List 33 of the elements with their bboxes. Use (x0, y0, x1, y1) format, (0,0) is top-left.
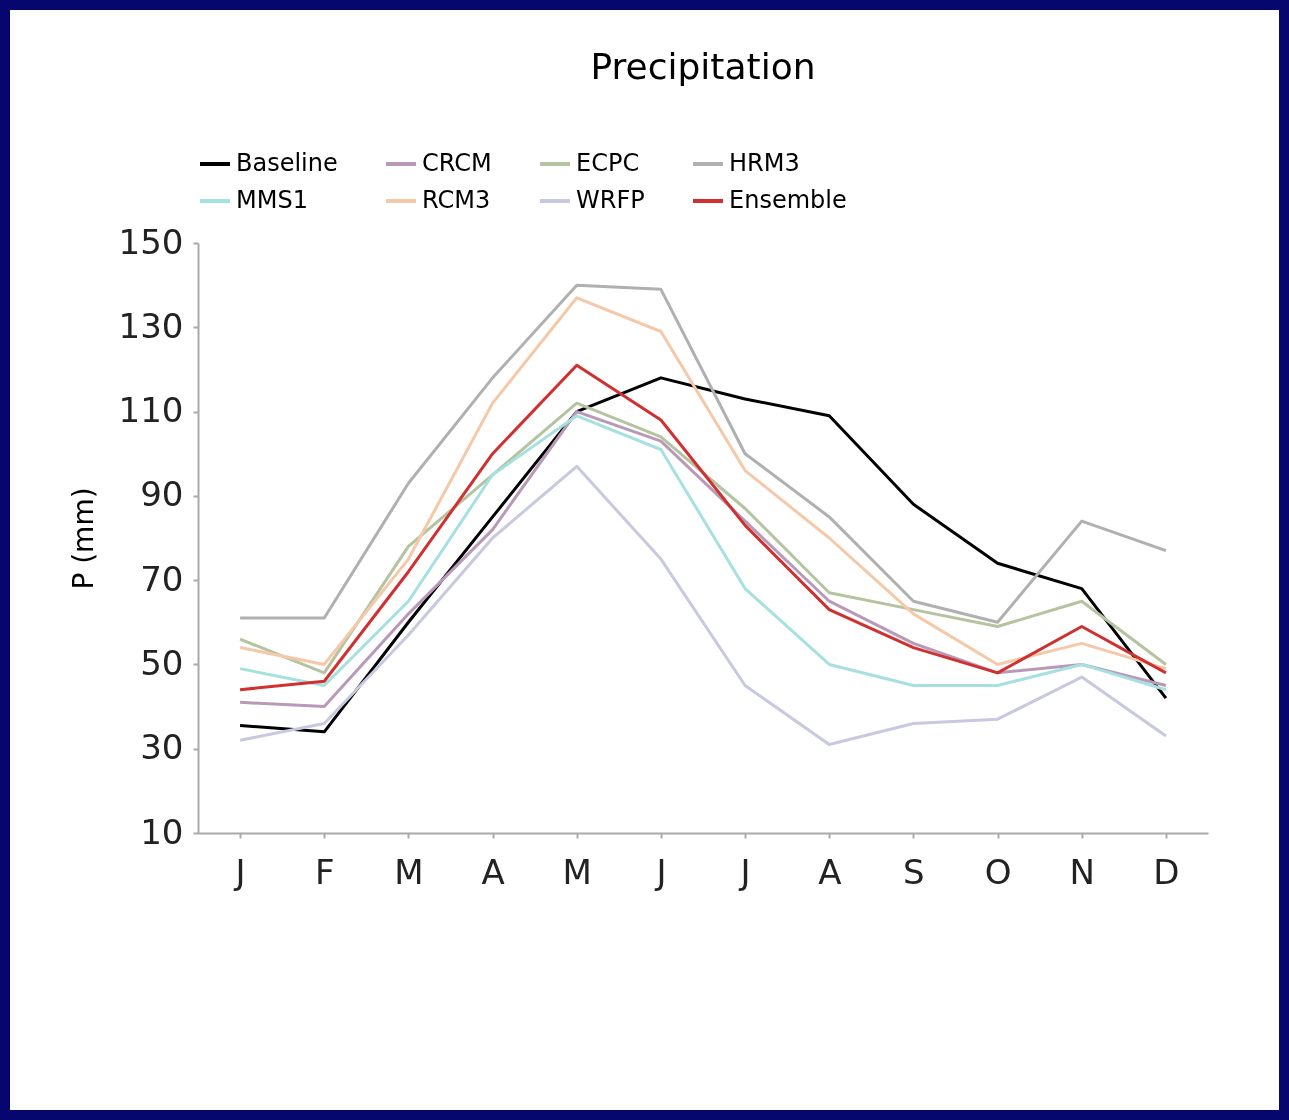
x-tick-label: M (394, 851, 424, 892)
y-tick-label: 10 (140, 811, 184, 852)
x-tick-label: A (818, 851, 842, 892)
y-tick-label: 110 (118, 390, 184, 431)
legend-label: ECPC (576, 149, 640, 177)
legend-label: WRFP (576, 186, 645, 214)
x-tick-label: N (1069, 851, 1095, 892)
x-tick-label: J (738, 851, 751, 892)
chart-title: Precipitation (590, 46, 816, 87)
legend-label: HRM3 (729, 149, 800, 177)
y-tick-label: 50 (140, 642, 184, 683)
x-tick-label: O (984, 851, 1012, 892)
x-tick-label: M (562, 851, 592, 892)
legend-label: RCM3 (422, 186, 491, 214)
y-tick-label: 90 (140, 474, 184, 515)
x-tick-label: J (233, 851, 246, 892)
y-tick-label: 30 (140, 727, 184, 768)
legend-label: Ensemble (729, 186, 847, 214)
y-tick-label: 70 (140, 558, 184, 599)
y-tick-label: 150 (118, 221, 184, 262)
legend-label: MMS1 (236, 186, 308, 214)
y-axis-title: P (mm) (66, 487, 100, 590)
line-series (238, 296, 1168, 671)
x-tick-label: J (654, 851, 667, 892)
x-tick-label: F (314, 851, 335, 892)
legend-label: Baseline (236, 149, 338, 177)
line-series (238, 464, 1168, 746)
x-tick-label: D (1153, 851, 1180, 892)
line-series (238, 283, 1168, 624)
x-tick-label: A (481, 851, 505, 892)
legend-label: CRCM (422, 149, 492, 177)
x-tick-label: S (903, 851, 925, 892)
y-tick-label: 130 (118, 305, 184, 346)
